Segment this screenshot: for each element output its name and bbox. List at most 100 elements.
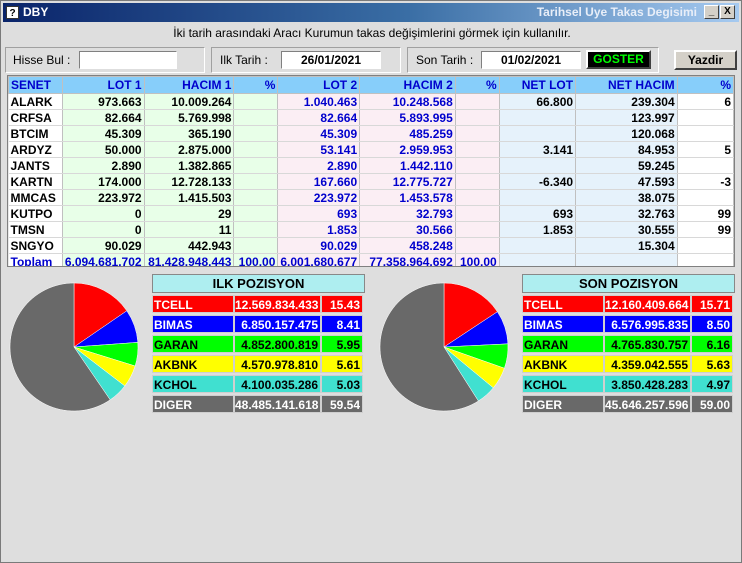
total-cell: 77.358.964.692: [359, 253, 456, 266]
table-cell: BTCIM: [8, 125, 63, 142]
table-cell: CRFSA: [8, 109, 63, 126]
column-header[interactable]: %: [676, 76, 734, 94]
table-row[interactable]: TMSN 0 11 1.853 30.566 1.853 30.555 99: [8, 221, 734, 238]
table-cell: 59.245: [575, 157, 678, 174]
table-cell: 99: [677, 221, 734, 238]
table-cell: [233, 93, 279, 110]
yazdir-button[interactable]: Yazdir: [674, 50, 737, 70]
table-cell: [233, 189, 279, 206]
hisse-bul-input[interactable]: [80, 52, 176, 68]
table-cell: -6.340: [499, 173, 577, 190]
pie-slice-tcell: [73, 282, 128, 348]
table-cell: [455, 157, 500, 174]
ilk-tarih-field[interactable]: 26/01/2021: [281, 51, 381, 69]
column-header[interactable]: SENET: [8, 76, 63, 94]
position-value: 12.160.409.664: [604, 295, 691, 313]
table-cell: 45.309: [62, 125, 145, 142]
table-cell: 1.853: [277, 221, 361, 238]
table-cell: 239.304: [575, 93, 678, 110]
table-cell: 47.593: [575, 173, 678, 190]
hisse-bul-group: [5, 47, 205, 73]
table-row[interactable]: ARDYZ 50.000 2.875.000 53.141 2.959.953 3.141…: [8, 141, 734, 158]
close-button[interactable]: X: [720, 5, 735, 19]
table-cell: [455, 221, 500, 238]
table-cell: [233, 109, 279, 126]
table-cell: 90.029: [62, 237, 145, 254]
total-row: Toplam 6.094.681.702 81.428.948.443 100,00 6…: [8, 253, 734, 266]
table-cell: MMCAS: [8, 189, 63, 206]
son-tarih-field[interactable]: 01/02/2021: [481, 51, 581, 69]
son-pozisyon-pie-chart: [379, 282, 509, 412]
column-header[interactable]: NET LOT: [498, 76, 577, 94]
table-cell: [677, 237, 734, 254]
position-value: 4.100.035.286: [234, 375, 321, 393]
table-cell: [455, 173, 500, 190]
table-row[interactable]: MMCAS 223.972 1.415.503 223.972 1.453.578 38.…: [8, 189, 734, 206]
table-cell: 45.309: [277, 125, 361, 142]
son-tarih-group: [407, 47, 659, 73]
column-header[interactable]: HACIM 2: [359, 76, 456, 94]
column-header[interactable]: %: [454, 76, 500, 94]
table-cell: 82.664: [62, 109, 145, 126]
table-cell: JANTS: [8, 157, 63, 174]
column-header[interactable]: LOT 2: [277, 76, 361, 94]
table-row[interactable]: ALARK 973.663 10.009.264 1.040.463 10.248.56…: [8, 93, 734, 110]
table-cell: 167.660: [277, 173, 361, 190]
table-cell: [455, 141, 500, 158]
table-cell: 12.775.727: [359, 173, 456, 190]
column-header[interactable]: %: [233, 76, 279, 94]
takas-table[interactable]: SENET LOT 1 HACIM 1% LOT 2 HACIM 2% NET LOT NE…: [7, 75, 735, 267]
table-cell: [499, 125, 577, 142]
position-name: AKBNK: [152, 355, 234, 373]
table-row[interactable]: JANTS 2.890 1.382.865 2.890 1.442.110 59.245: [8, 157, 734, 174]
table-row[interactable]: BTCIM 45.309 365.190 45.309 485.259 120.068: [8, 125, 734, 142]
table-cell: [455, 125, 500, 142]
table-cell: 174.000: [62, 173, 145, 190]
table-cell: 223.972: [277, 189, 361, 206]
table-cell: [455, 109, 500, 126]
table-cell: [233, 173, 279, 190]
column-header[interactable]: LOT 1: [61, 76, 145, 94]
table-cell: 66.800: [499, 93, 577, 110]
position-row: KCHOL 4.100.035.286 5.03: [152, 375, 365, 393]
table-cell: 82.664: [277, 109, 361, 126]
minimize-button[interactable]: _: [704, 5, 719, 19]
table-body: ALARK 973.663 10.009.264 1.040.463 10.248.56…: [8, 93, 734, 266]
table-row[interactable]: SNGYO 90.029 442.943 90.029 458.248 15.304: [8, 237, 734, 254]
table-cell: 1.415.503: [144, 189, 235, 206]
table-row[interactable]: KUTPO 0 29 693 32.793 693 32.763 99: [8, 205, 734, 222]
hisse-bul-field[interactable]: [79, 51, 177, 69]
total-cell: [575, 253, 678, 266]
column-header[interactable]: HACIM 1: [143, 76, 235, 94]
table-cell: 11: [144, 221, 235, 238]
pie-slice-diger: [9, 282, 111, 412]
table-cell: 2.890: [62, 157, 145, 174]
table-cell: 1.453.578: [359, 189, 456, 206]
app-icon: ?: [6, 6, 19, 19]
position-pct: 8.50: [691, 315, 733, 333]
goster-button[interactable]: GOSTER: [586, 50, 651, 69]
column-header[interactable]: NET HACIM: [575, 76, 678, 94]
position-name: TCELL: [152, 295, 234, 313]
table-cell: 5.769.998: [144, 109, 235, 126]
table-cell: 5: [677, 141, 734, 158]
position-value: 6.576.995.835: [604, 315, 691, 333]
table-row[interactable]: KARTN 174.000 12.728.133 167.660 12.775.727 -…: [8, 173, 734, 190]
table-cell: 365.190: [144, 125, 235, 142]
title-bar[interactable]: ? DBY Tarihsel Uye Takas Degisimi _ X: [3, 3, 739, 22]
ilk-tarih-label: Ilk Tarih :: [220, 53, 268, 67]
position-value: 4.359.042.555: [604, 355, 691, 373]
table-cell: 38.075: [575, 189, 678, 206]
table-cell: 53.141: [277, 141, 361, 158]
table-cell: [455, 237, 500, 254]
table-row[interactable]: CRFSA 82.664 5.769.998 82.664 5.893.995 123.9…: [8, 109, 734, 126]
table-cell: 99: [677, 205, 734, 222]
position-row: AKBNK 4.359.042.555 5.63: [522, 355, 735, 373]
table-cell: 123.997: [575, 109, 678, 126]
position-name: DIGER: [152, 395, 234, 413]
position-name: KCHOL: [522, 375, 604, 393]
total-cell: 6.001.680.677: [277, 253, 361, 266]
position-value: 4.852.800.819: [234, 335, 321, 353]
position-row: DIGER 45.646.257.596 59.00: [522, 395, 735, 413]
